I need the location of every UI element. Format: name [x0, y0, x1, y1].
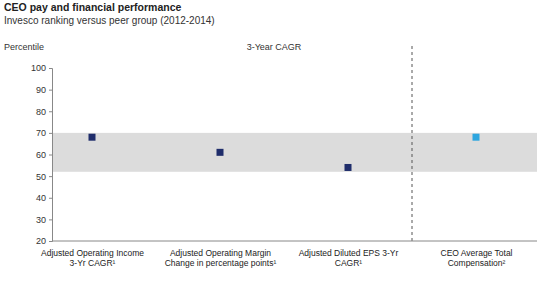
y-tick-label: 80 [36, 107, 46, 117]
peer-range-band [52, 133, 537, 172]
y-tick-mark [49, 133, 52, 134]
chart: CEO pay and financial performance Invesco… [0, 0, 549, 304]
annotation: 3-Year CAGR [247, 42, 302, 52]
x-tick-label: Adjusted Operating Income3-Yr CAGR¹ [41, 248, 144, 268]
x-tick-label: CEO Average TotalCompensation² [441, 248, 513, 268]
y-tick-mark [49, 90, 52, 91]
y-tick: 20 [36, 236, 52, 246]
y-tick-label: 100 [31, 63, 46, 73]
y-tick-label: 30 [36, 215, 46, 225]
point [473, 134, 480, 141]
y-tick: 70 [36, 128, 52, 138]
y-tick: 80 [36, 107, 52, 117]
y-tick-mark [49, 176, 52, 177]
y-tick-label: 50 [36, 172, 46, 182]
y-tick: 40 [36, 193, 52, 203]
title: CEO pay and financial performance [4, 1, 182, 13]
x-tick: Adjusted Operating Income3-Yr CAGR¹ [41, 248, 144, 268]
point [217, 149, 224, 156]
y-tick-mark [49, 155, 52, 156]
separator [412, 46, 413, 241]
x-tick-label: Adjusted Diluted EPS 3-YrCAGR¹ [299, 248, 399, 268]
x-axis-line [52, 241, 537, 242]
y-tick-mark [49, 198, 52, 199]
subtitle: Invesco ranking versus peer group (2012-… [4, 15, 215, 26]
y-tick-label: 60 [36, 150, 46, 160]
y-tick: 60 [36, 150, 52, 160]
x-axis: Adjusted Operating Income3-Yr CAGR¹ Adjus… [41, 248, 513, 268]
y-axis-line [49, 69, 53, 242]
y-tick-label: 90 [36, 85, 46, 95]
x-tick: Adjusted Operating MarginChange in perce… [165, 248, 277, 268]
point [89, 134, 96, 141]
y-tick-label: 70 [36, 128, 46, 138]
x-tick-label: Adjusted Operating MarginChange in perce… [165, 248, 277, 268]
y-tick-mark [49, 68, 52, 69]
y-tick: 90 [36, 85, 52, 95]
y-tick: 100 [31, 63, 52, 73]
x-tick: Adjusted Diluted EPS 3-YrCAGR¹ [299, 248, 399, 268]
y-tick-label: 20 [36, 236, 46, 246]
y-tick-label: 40 [36, 193, 46, 203]
plot-area [52, 133, 537, 172]
y-tick: 50 [36, 172, 52, 182]
y-tick-mark [49, 111, 52, 112]
y-axis-title: Percentile [4, 42, 44, 52]
y-tick-mark [49, 241, 52, 242]
x-tick: CEO Average TotalCompensation² [441, 248, 513, 268]
point [345, 164, 352, 171]
y-tick: 30 [36, 215, 52, 225]
y-tick-mark [49, 219, 52, 220]
y-axis: 20 30 40 50 60 70 80 90 100 [31, 63, 53, 246]
